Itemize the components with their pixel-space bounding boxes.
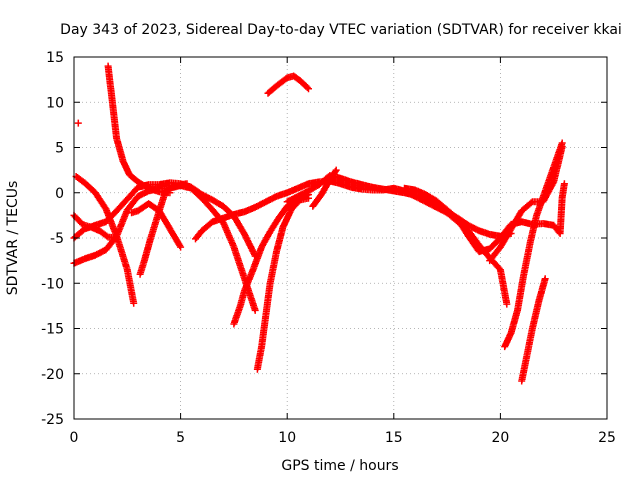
series-arc-10 bbox=[253, 194, 312, 373]
ticks-group: 0 5 10 15 20 25 -25 -20 -15 -10 -5 0 5 10 15 bbox=[41, 50, 616, 446]
x-tick-label: 0 bbox=[70, 430, 79, 446]
x-tick-label: 5 bbox=[176, 430, 185, 446]
x-tick-label: 20 bbox=[491, 430, 509, 446]
data-points bbox=[283, 172, 511, 308]
x-tick-label: 15 bbox=[385, 430, 403, 446]
series-arc-5 bbox=[104, 62, 174, 197]
series-arc-13 bbox=[309, 166, 340, 210]
y-tick-label: -5 bbox=[50, 231, 64, 247]
chart-title: Day 343 of 2023, Sidereal Day-to-day VTE… bbox=[60, 22, 622, 38]
data-points bbox=[309, 166, 340, 210]
series-arc-12 bbox=[283, 172, 511, 308]
x-axis-label: GPS time / hours bbox=[281, 458, 398, 474]
y-tick-label: 10 bbox=[46, 95, 64, 111]
y-tick-label: -25 bbox=[41, 412, 64, 428]
y-tick-label: 15 bbox=[46, 50, 64, 66]
series-arc-11 bbox=[264, 72, 312, 97]
y-tick-label: -15 bbox=[41, 322, 64, 338]
y-tick-label: 0 bbox=[55, 186, 64, 202]
y-tick-label: -10 bbox=[41, 276, 64, 292]
y-axis-label: SDTVAR / TECUs bbox=[5, 181, 21, 296]
data-points bbox=[72, 173, 138, 307]
data-points bbox=[253, 194, 312, 373]
series-arc-18 bbox=[74, 119, 82, 127]
series-arc-17 bbox=[518, 275, 549, 385]
series-arc-16 bbox=[501, 139, 566, 351]
series-arc-7 bbox=[136, 180, 191, 278]
data-points bbox=[264, 72, 312, 97]
data-points bbox=[136, 180, 191, 278]
data-points bbox=[501, 139, 566, 351]
data-points bbox=[518, 275, 549, 385]
series-arc-3 bbox=[72, 173, 138, 307]
x-tick-label: 25 bbox=[598, 430, 616, 446]
data-points bbox=[74, 119, 82, 127]
x-tick-label: 10 bbox=[278, 430, 296, 446]
series-group bbox=[70, 62, 568, 385]
data-points bbox=[104, 62, 174, 197]
y-tick-label: 5 bbox=[55, 141, 64, 157]
y-tick-label: -20 bbox=[41, 367, 64, 383]
